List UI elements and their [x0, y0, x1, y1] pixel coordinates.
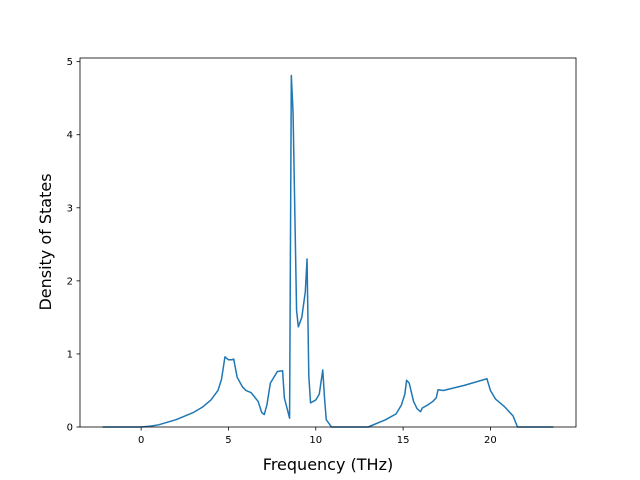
plot-frame — [79, 57, 577, 428]
x-tick-label: 15 — [397, 435, 410, 446]
y-tick-label: 2 — [67, 276, 73, 287]
y-tick-label: 0 — [67, 423, 73, 434]
x-tick-label: 5 — [225, 435, 231, 446]
y-tick-label: 1 — [67, 349, 73, 360]
y-tick-label: 5 — [67, 57, 73, 68]
x-tick-label: 20 — [484, 435, 497, 446]
x-tick-label: 0 — [138, 435, 144, 446]
y-tick-label: 3 — [67, 203, 73, 214]
x-axis-label: Frequency (THz) — [263, 455, 393, 474]
line — [102, 74, 554, 428]
x-tick-label: 10 — [309, 435, 322, 446]
y-axis-label: Density of States — [36, 173, 55, 310]
y-tick-label: 4 — [67, 130, 73, 141]
